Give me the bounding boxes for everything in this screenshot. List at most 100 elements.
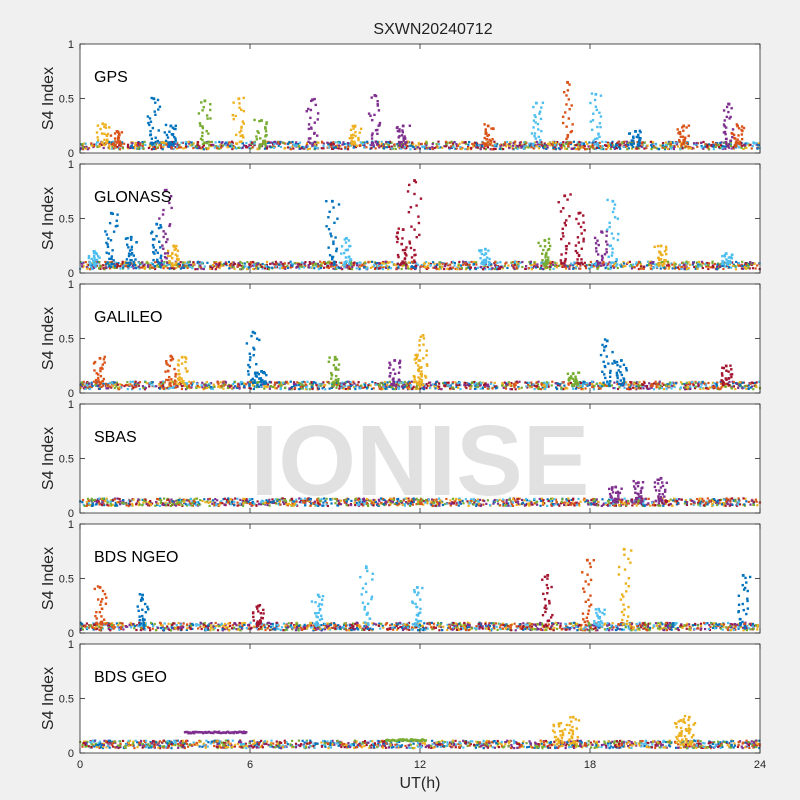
data-point bbox=[720, 382, 723, 385]
data-point bbox=[154, 249, 158, 252]
data-point bbox=[159, 266, 162, 269]
data-point bbox=[387, 144, 390, 147]
data-point bbox=[642, 265, 645, 268]
data-point bbox=[88, 385, 91, 388]
data-point bbox=[180, 362, 184, 365]
data-point bbox=[336, 145, 340, 148]
data-point bbox=[119, 263, 123, 266]
data-point bbox=[540, 252, 544, 255]
data-point bbox=[141, 146, 144, 149]
data-point bbox=[162, 235, 165, 239]
data-point bbox=[752, 388, 755, 391]
data-point bbox=[514, 146, 517, 149]
data-point bbox=[266, 383, 269, 386]
data-point bbox=[731, 264, 735, 268]
data-point bbox=[531, 144, 534, 147]
data-point bbox=[306, 141, 309, 145]
data-point bbox=[530, 385, 533, 389]
data-point bbox=[605, 251, 608, 254]
data-point bbox=[557, 384, 560, 387]
data-point bbox=[246, 268, 249, 271]
data-point bbox=[218, 147, 221, 150]
data-point bbox=[515, 260, 518, 264]
data-point bbox=[216, 146, 219, 149]
data-point bbox=[586, 142, 589, 146]
data-point bbox=[280, 384, 283, 387]
data-point bbox=[196, 147, 199, 150]
data-point bbox=[317, 385, 320, 388]
data-point bbox=[211, 387, 214, 391]
data-point bbox=[230, 140, 234, 143]
data-point bbox=[384, 262, 387, 265]
data-point bbox=[253, 385, 256, 388]
data-point bbox=[482, 262, 485, 266]
data-point bbox=[544, 259, 548, 262]
data-point bbox=[298, 141, 301, 144]
data-point bbox=[359, 141, 362, 144]
data-point bbox=[575, 264, 579, 268]
data-point bbox=[84, 142, 87, 145]
data-point bbox=[589, 264, 592, 267]
data-point bbox=[498, 147, 501, 150]
data-point bbox=[605, 234, 608, 237]
data-point bbox=[728, 380, 731, 384]
data-point bbox=[316, 265, 320, 268]
data-point bbox=[239, 134, 242, 138]
data-point bbox=[347, 384, 350, 388]
data-point bbox=[491, 387, 494, 390]
data-point bbox=[486, 145, 489, 149]
data-point bbox=[553, 144, 557, 147]
data-point bbox=[469, 266, 472, 269]
data-point bbox=[652, 146, 655, 149]
data-point bbox=[716, 263, 719, 266]
y-axis-label: S4 Index bbox=[40, 187, 57, 250]
data-point bbox=[170, 132, 174, 136]
data-point bbox=[611, 140, 614, 143]
data-point bbox=[340, 245, 344, 248]
data-point bbox=[113, 132, 117, 135]
data-point bbox=[531, 266, 534, 269]
data-point bbox=[633, 381, 636, 384]
data-point bbox=[130, 248, 133, 251]
data-point bbox=[459, 146, 462, 149]
data-point bbox=[185, 262, 189, 265]
data-point bbox=[404, 248, 407, 252]
data-point bbox=[641, 267, 644, 270]
data-point bbox=[328, 382, 331, 385]
data-point bbox=[179, 146, 183, 149]
data-point bbox=[102, 267, 105, 270]
data-point bbox=[371, 380, 374, 384]
data-point bbox=[533, 387, 536, 391]
data-point bbox=[304, 264, 307, 268]
data-point bbox=[347, 239, 351, 242]
data-point bbox=[664, 259, 667, 263]
data-point bbox=[544, 254, 547, 257]
data-point bbox=[224, 144, 227, 147]
data-point bbox=[464, 142, 467, 145]
data-point bbox=[659, 384, 662, 387]
data-point bbox=[443, 384, 446, 387]
data-point bbox=[138, 147, 141, 150]
data-point bbox=[160, 147, 163, 150]
data-point bbox=[96, 139, 100, 142]
data-point bbox=[566, 140, 569, 144]
data-point bbox=[432, 261, 435, 264]
data-point bbox=[424, 142, 427, 145]
data-point bbox=[637, 147, 641, 150]
data-point bbox=[107, 142, 111, 145]
data-point bbox=[176, 147, 179, 150]
data-point bbox=[171, 133, 175, 136]
data-point bbox=[727, 266, 731, 269]
data-point bbox=[597, 384, 600, 388]
data-point bbox=[175, 266, 178, 269]
data-point bbox=[649, 260, 652, 264]
data-point bbox=[613, 387, 617, 390]
data-point bbox=[91, 384, 94, 388]
data-point bbox=[103, 143, 106, 147]
data-point bbox=[395, 235, 398, 238]
data-point bbox=[755, 381, 758, 384]
data-point bbox=[319, 260, 322, 263]
data-point bbox=[521, 265, 524, 269]
data-point bbox=[594, 92, 598, 96]
data-point bbox=[576, 146, 580, 149]
